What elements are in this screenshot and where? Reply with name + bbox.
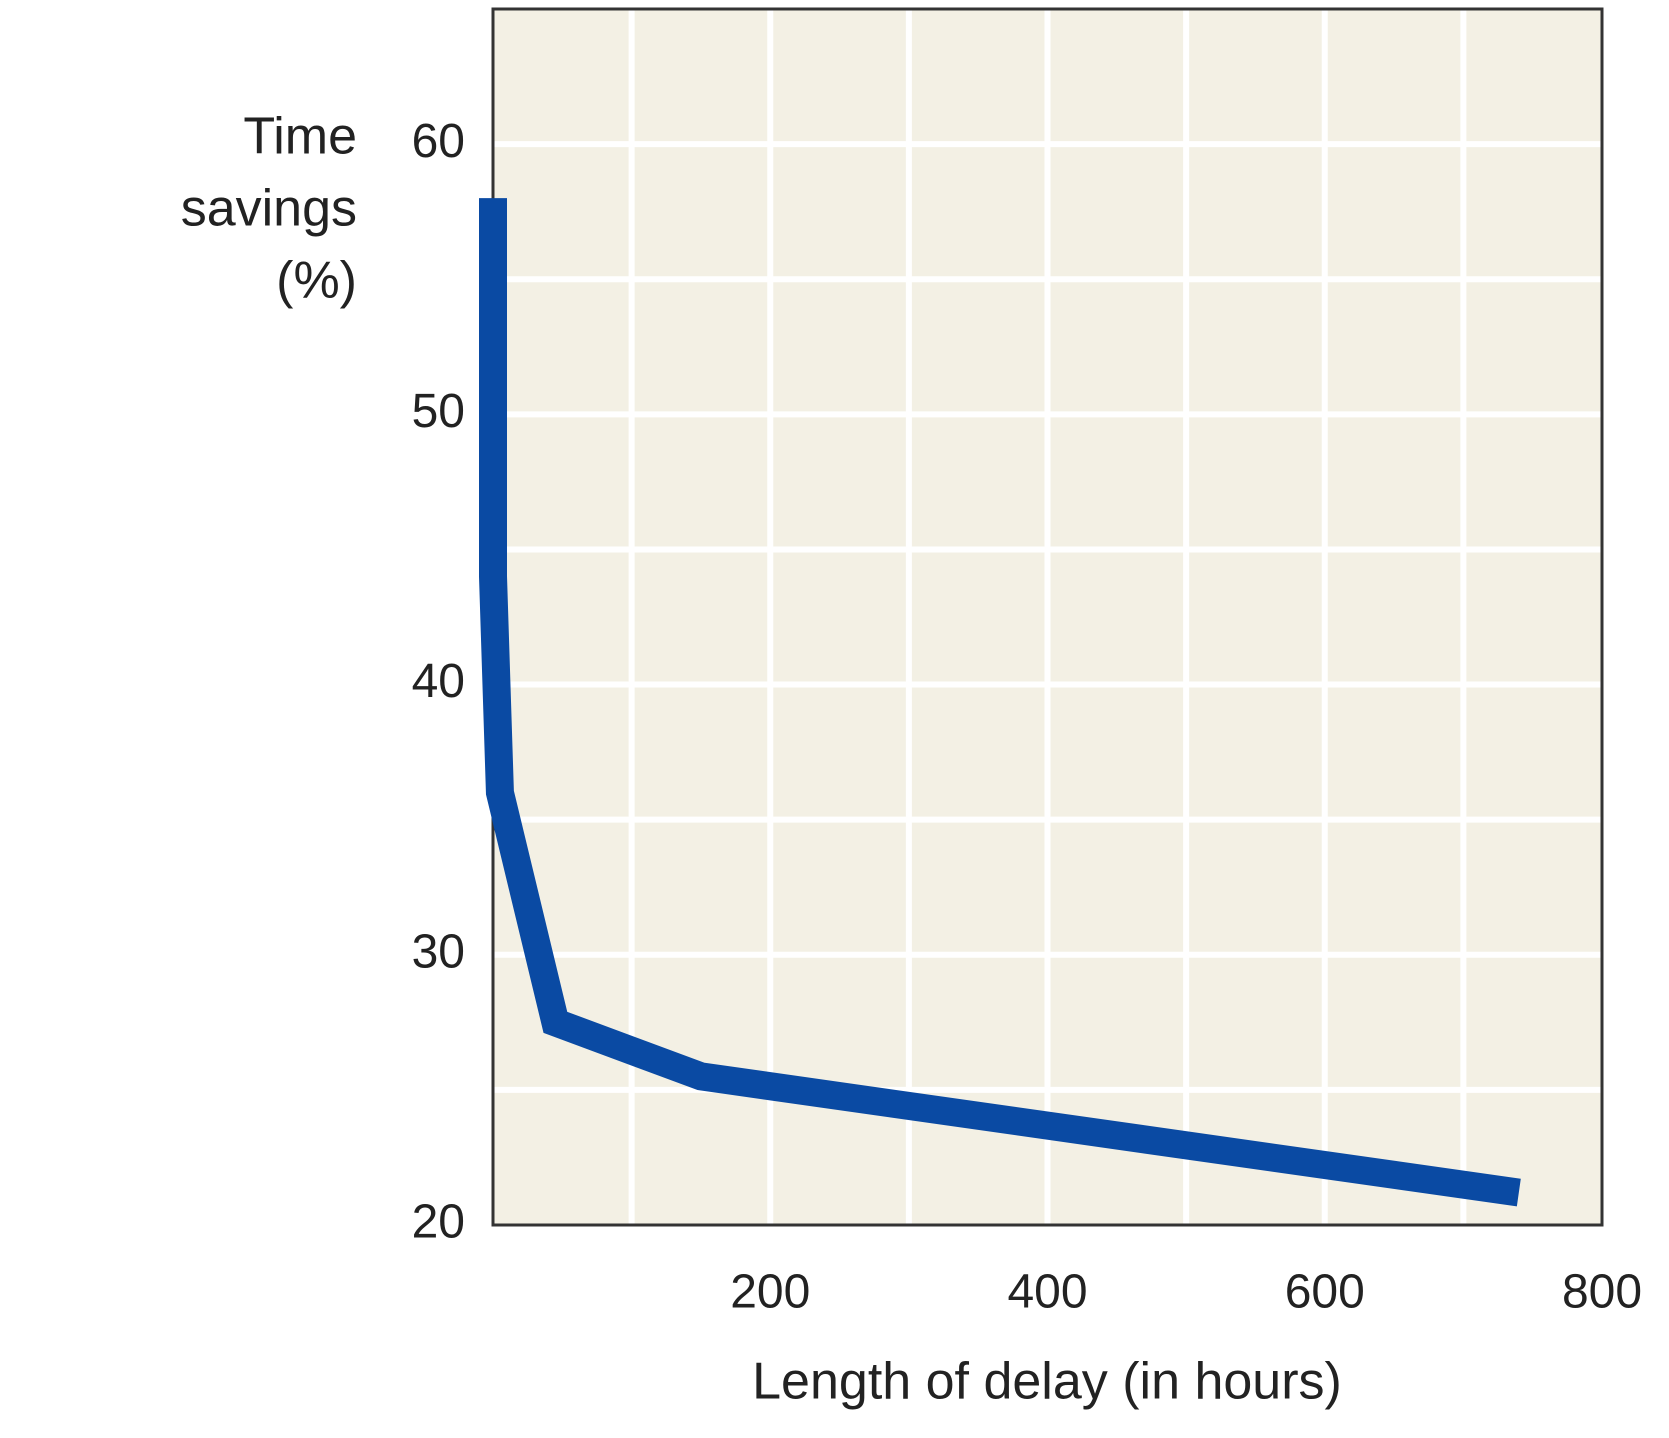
y-axis-label: Time	[243, 108, 357, 166]
x-tick-label: 600	[1285, 1266, 1365, 1319]
y-tick-label: 30	[412, 925, 465, 978]
y-tick-label: 50	[412, 385, 465, 438]
x-axis-label: Length of delay (in hours)	[752, 1353, 1342, 1411]
x-tick-label: 400	[1007, 1266, 1087, 1319]
y-axis-label: (%)	[276, 252, 357, 310]
data-line	[479, 198, 1521, 1207]
y-tick-label: 40	[412, 655, 465, 708]
y-tick-label: 60	[412, 115, 465, 168]
y-axis-label: savings	[181, 180, 357, 238]
x-tick-label: 800	[1562, 1266, 1642, 1319]
y-tick-label: 20	[412, 1196, 465, 1249]
x-tick-label: 200	[730, 1266, 810, 1319]
